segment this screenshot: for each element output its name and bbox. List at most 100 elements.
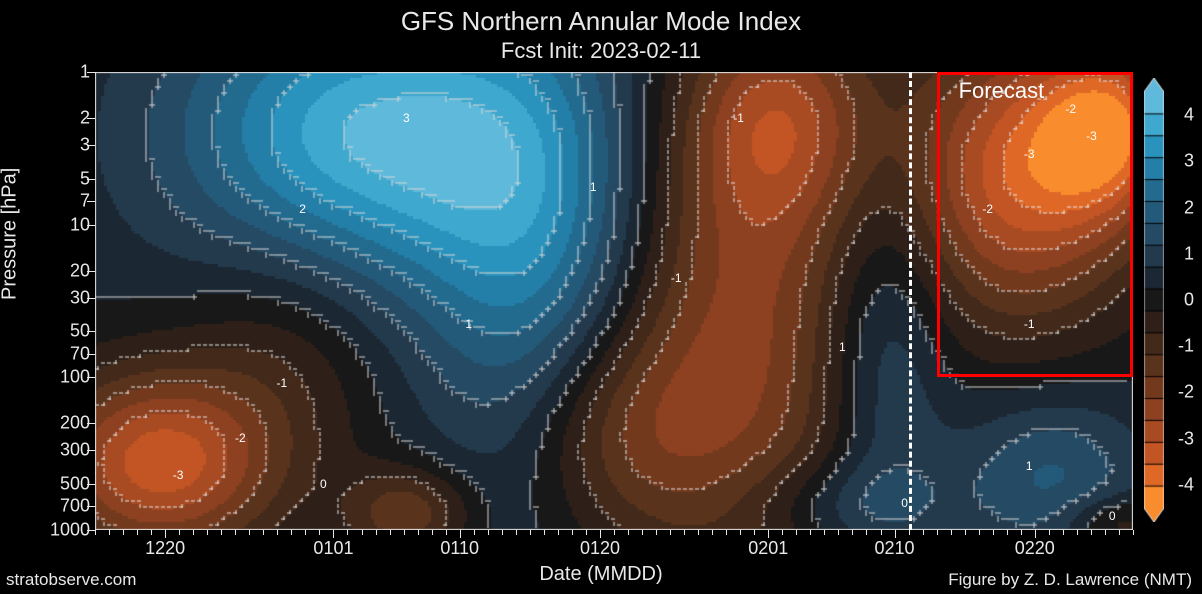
x-minor-tick [530, 530, 531, 535]
x-minor-tick [390, 530, 391, 535]
x-tick-label: 0220 [1015, 538, 1055, 559]
x-minor-tick [95, 530, 96, 535]
y-tick-mark [87, 506, 95, 507]
x-minor-tick [249, 530, 250, 535]
x-minor-tick [726, 530, 727, 535]
y-tick-mark [87, 201, 95, 202]
x-minor-tick [1063, 530, 1064, 535]
x-minor-tick [993, 530, 994, 535]
y-tick-mark [87, 298, 95, 299]
x-tick-mark [1035, 530, 1036, 538]
x-minor-tick [1133, 530, 1134, 535]
chart-container: GFS Northern Annular Mode Index Fcst Ini… [0, 0, 1202, 594]
y-tick-mark [87, 354, 95, 355]
x-tick-mark [895, 530, 896, 538]
x-minor-tick [684, 530, 685, 535]
x-minor-tick [277, 530, 278, 535]
footer-credit: Figure by Z. D. Lawrence (NMT) [948, 570, 1192, 590]
colorbar-tick-label: 2 [1184, 197, 1194, 218]
x-minor-tick [1119, 530, 1120, 535]
colorbar-tick-label: 4 [1184, 105, 1194, 126]
x-tick-mark [333, 530, 334, 538]
x-minor-tick [263, 530, 264, 535]
colorbar-tick-label: 0 [1184, 290, 1194, 311]
x-minor-tick [418, 530, 419, 535]
y-tick-label: 10 [10, 214, 90, 235]
x-minor-tick [852, 530, 853, 535]
x-tick-label: 1220 [145, 538, 185, 559]
x-tick-label: 0120 [580, 538, 620, 559]
x-minor-tick [432, 530, 433, 535]
x-minor-tick [446, 530, 447, 535]
colorbar-tick-label: -1 [1178, 336, 1194, 357]
footer-source: stratobserve.com [6, 570, 136, 590]
x-minor-tick [347, 530, 348, 535]
x-minor-tick [207, 530, 208, 535]
x-minor-tick [712, 530, 713, 535]
x-minor-tick [642, 530, 643, 535]
x-minor-tick [179, 530, 180, 535]
x-minor-tick [558, 530, 559, 535]
x-minor-tick [1049, 530, 1050, 535]
y-tick-label: 700 [10, 496, 90, 517]
x-minor-tick [979, 530, 980, 535]
y-tick-mark [87, 377, 95, 378]
x-tick-label: 0110 [440, 538, 479, 559]
x-minor-tick [909, 530, 910, 535]
x-minor-tick [474, 530, 475, 535]
x-minor-tick [1077, 530, 1078, 535]
x-tick-mark [165, 530, 166, 538]
colorbar-tick-label: -3 [1178, 428, 1194, 449]
x-minor-tick [572, 530, 573, 535]
colorbar-tick-label: 3 [1184, 151, 1194, 172]
y-tick-label: 7 [10, 191, 90, 212]
x-tick-label: 0210 [875, 538, 915, 559]
x-minor-tick [628, 530, 629, 535]
heatmap-canvas [95, 72, 1133, 530]
x-minor-tick [362, 530, 363, 535]
y-tick-label: 1 [10, 62, 90, 83]
y-tick-label: 1000 [10, 520, 90, 541]
x-minor-tick [1007, 530, 1008, 535]
y-tick-label: 20 [10, 260, 90, 281]
x-minor-tick [151, 530, 152, 535]
y-tick-mark [87, 423, 95, 424]
colorbar-tick-label: 1 [1184, 243, 1194, 264]
x-minor-tick [305, 530, 306, 535]
x-minor-tick [502, 530, 503, 535]
x-tick-mark [460, 530, 461, 538]
y-tick-mark [87, 225, 95, 226]
x-minor-tick [754, 530, 755, 535]
x-minor-tick [586, 530, 587, 535]
y-tick-label: 2 [10, 107, 90, 128]
colorbar-tick-label: -2 [1178, 382, 1194, 403]
x-minor-tick [838, 530, 839, 535]
x-minor-tick [319, 530, 320, 535]
x-tick-label: 0101 [313, 538, 353, 559]
x-minor-tick [1091, 530, 1092, 535]
chart-title: GFS Northern Annular Mode Index [0, 6, 1202, 37]
x-axis-label: Date (MMDD) [539, 563, 662, 586]
x-minor-tick [376, 530, 377, 535]
y-tick-label: 5 [10, 168, 90, 189]
chart-subtitle: Fcst Init: 2023-02-11 [0, 38, 1202, 64]
colorbar-tick-label: -4 [1178, 474, 1194, 495]
x-minor-tick [137, 530, 138, 535]
x-minor-tick [235, 530, 236, 535]
y-tick-mark [87, 145, 95, 146]
x-minor-tick [123, 530, 124, 535]
x-tick-label: 0201 [748, 538, 788, 559]
x-minor-tick [488, 530, 489, 535]
y-tick-mark [87, 118, 95, 119]
y-tick-label: 300 [10, 440, 90, 461]
x-minor-tick [544, 530, 545, 535]
x-minor-tick [516, 530, 517, 535]
y-tick-label: 500 [10, 474, 90, 495]
colorbar-canvas [1144, 78, 1164, 522]
y-tick-mark [87, 331, 95, 332]
y-tick-mark [87, 450, 95, 451]
x-minor-tick [404, 530, 405, 535]
x-minor-tick [1021, 530, 1022, 535]
y-tick-mark [87, 484, 95, 485]
x-minor-tick [937, 530, 938, 535]
